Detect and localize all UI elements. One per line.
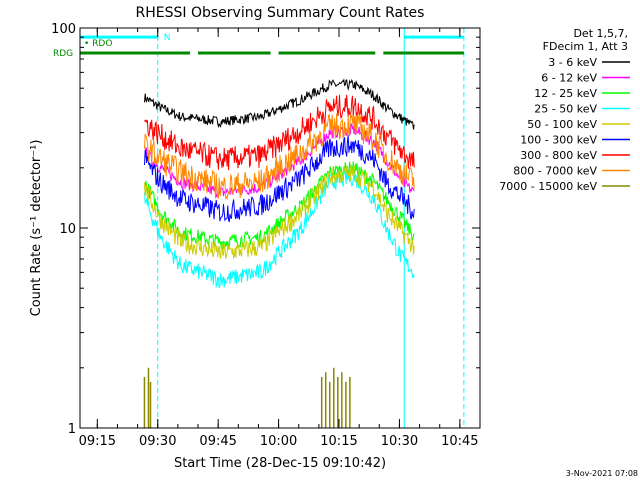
x-tick-label: 10:15 [320, 434, 357, 449]
legend: Det 1,5,7,FDecim 1, Att 3 3 - 6 keV 6 - 12… [499, 27, 630, 193]
x-tick-label: 10:45 [441, 434, 478, 449]
y-axis-label: Count Rate (s⁻¹ detector⁻¹) [29, 140, 44, 317]
y-tick-label: 100 [51, 22, 76, 37]
series-line [144, 161, 415, 250]
x-tick-label: 09:30 [139, 434, 176, 449]
series-line [144, 135, 415, 223]
x-tick-label: 09:45 [199, 434, 236, 449]
legend-header: FDecim 1, Att 3 [543, 40, 628, 53]
y-tick-label: 1 [68, 422, 76, 437]
plot-area: • RDO RDG N 1 10 100 09:15 09:30 09:45 10:00 10:15… [51, 22, 481, 449]
series-line [144, 169, 415, 289]
legend-entry-label: 6 - 12 keV [541, 72, 597, 85]
x-tick-label: 09:15 [79, 434, 116, 449]
legend-entry-label: 100 - 300 keV [520, 134, 597, 147]
legend-header: Det 1,5,7, [573, 27, 628, 40]
x-axis-label: Start Time (28-Dec-15 09:10:42) [174, 456, 386, 471]
annotation-label: N [164, 33, 171, 43]
flag-label-rdg: RDG [53, 49, 73, 59]
legend-entry-label: 800 - 7000 keV [513, 165, 597, 178]
series-line [144, 164, 415, 260]
legend-entry-label: 50 - 100 keV [527, 118, 597, 131]
y-tick-label: 10 [59, 222, 76, 237]
legend-entry-label: 3 - 6 keV [548, 56, 597, 69]
footer-timestamp: 3-Nov-2021 07:08 [566, 469, 638, 478]
chart-title: RHESSI Observing Summary Count Rates [136, 5, 425, 21]
legend-entry-label: 25 - 50 keV [534, 103, 597, 116]
series-line [144, 94, 415, 171]
series-line [144, 78, 415, 130]
legend-entry-label: 12 - 25 keV [534, 87, 597, 100]
x-tick-label: 10:00 [260, 434, 297, 449]
x-tick-label: 10:30 [381, 434, 418, 449]
legend-entry-label: 7000 - 15000 keV [499, 180, 597, 193]
flag-label-rdo: • RDO [84, 39, 112, 49]
legend-entry-label: 300 - 800 keV [520, 149, 597, 162]
series-line [144, 113, 415, 201]
